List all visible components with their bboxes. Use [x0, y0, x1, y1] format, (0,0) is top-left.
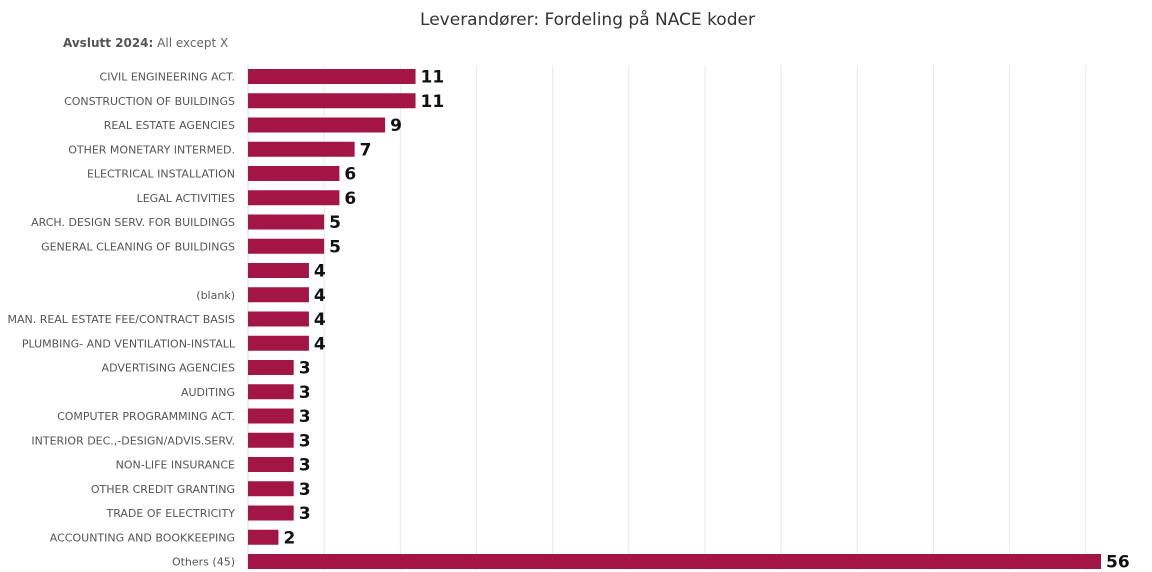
bar [248, 93, 416, 109]
category-label: CIVIL ENGINEERING ACT. [100, 71, 235, 84]
bar [248, 166, 340, 181]
value-label: 56 [1106, 553, 1130, 572]
category-label: PLUMBING- AND VENTILATION-INSTALL [22, 337, 236, 350]
value-label: 4 [314, 286, 326, 306]
filter-label: Avslutt 2024: [63, 36, 154, 50]
bar [248, 141, 355, 157]
value-label: 9 [390, 116, 402, 136]
category-label: Others (45) [172, 556, 235, 569]
bar [248, 481, 294, 497]
category-label: ACCOUNTING AND BOOKKEEPING [50, 531, 235, 544]
category-label: COMPUTER PROGRAMMING ACT. [57, 410, 235, 423]
value-label: 5 [329, 213, 341, 233]
category-label: ADVERTISING AGENCIES [102, 362, 235, 375]
category-label: INTERIOR DEC.,-DESIGN/ADVIS.SERV. [31, 434, 235, 447]
bar [248, 408, 294, 424]
bar [248, 505, 294, 521]
value-label: 3 [299, 431, 311, 451]
value-label: 3 [299, 504, 311, 524]
value-label: 3 [299, 456, 311, 476]
bar-layer [248, 69, 1101, 569]
value-label: 3 [299, 383, 311, 403]
bar [248, 69, 416, 84]
value-label: 7 [360, 140, 372, 160]
bar [248, 432, 294, 448]
category-label: OTHER MONETARY INTERMED. [68, 143, 235, 156]
bar [248, 287, 309, 303]
value-label: 4 [314, 262, 326, 282]
bar [248, 238, 325, 254]
bar [248, 457, 294, 472]
filter-line: Avslutt 2024: All except X [63, 36, 228, 50]
value-label: 2 [283, 528, 295, 548]
chart-title: Leverandører: Fordeling på NACE koder [420, 10, 755, 30]
bar [248, 384, 294, 400]
bar [248, 311, 309, 327]
category-label: LEGAL ACTIVITIES [137, 192, 235, 205]
grid-layer [247, 65, 1087, 570]
category-label: NON-LIFE INSURANCE [116, 459, 235, 472]
filter-value: All except X [157, 36, 229, 50]
category-label: (blank) [196, 289, 235, 302]
value-label: 4 [314, 310, 326, 330]
category-label: TRADE OF ELECTRICITY [105, 507, 235, 520]
bar [248, 360, 294, 375]
value-label: 3 [299, 480, 311, 500]
value-label: 5 [329, 237, 341, 257]
value-label: 11 [421, 68, 445, 88]
value-label: 6 [344, 165, 356, 185]
bar [248, 117, 386, 133]
category-label: CONSTRUCTION OF BUILDINGS [64, 95, 235, 108]
bar [248, 263, 309, 278]
bar [248, 529, 279, 545]
value-label: 6 [344, 189, 356, 209]
bar [248, 335, 309, 351]
category-label: GENERAL CLEANING OF BUILDINGS [41, 240, 235, 253]
label-layer: CIVIL ENGINEERING ACT. 11 CONSTRUCTION OF … [7, 68, 1129, 572]
value-label: 11 [421, 92, 445, 112]
category-label: MAN. REAL ESTATE FEE/CONTRACT BASIS [7, 313, 235, 326]
bar [248, 190, 340, 206]
bar [248, 214, 325, 230]
category-label: OTHER CREDIT GRANTING [91, 483, 235, 496]
value-label: 4 [314, 334, 326, 354]
category-label: AUDITING [181, 386, 235, 399]
bar [248, 554, 1101, 569]
category-label: REAL ESTATE AGENCIES [104, 119, 235, 132]
value-label: 3 [299, 359, 311, 379]
value-label: 3 [299, 407, 311, 427]
category-label: ARCH. DESIGN SERV. FOR BUILDINGS [31, 216, 235, 229]
category-label: ELECTRICAL INSTALLATION [87, 168, 235, 181]
